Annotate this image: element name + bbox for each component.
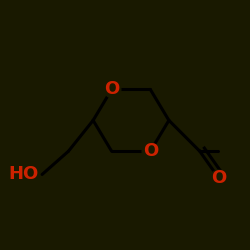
Text: O: O	[143, 142, 158, 160]
Text: O: O	[104, 80, 119, 98]
Text: O: O	[211, 168, 226, 186]
Text: HO: HO	[9, 166, 39, 184]
